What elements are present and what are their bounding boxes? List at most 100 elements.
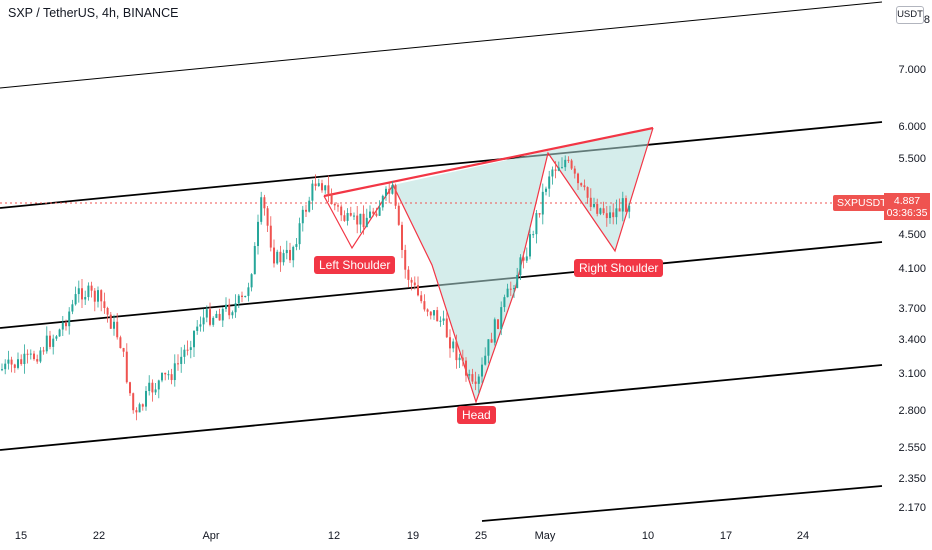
candle-body [55,336,58,339]
candle-body [87,285,90,298]
candle-body [65,322,67,327]
candle-body [577,173,579,184]
candle-body [298,223,301,245]
candle-body [570,160,573,169]
candle-body [4,363,7,370]
candle-body [497,319,499,329]
candle-body [449,337,451,349]
candle-body [343,215,346,221]
candle-body [468,374,471,376]
candle-body [445,318,448,338]
candle-body [388,188,391,194]
x-tick: 15 [14,530,28,542]
candle-body [193,330,195,348]
candle-body [532,234,535,236]
candle-body [327,185,330,194]
candle-body [426,309,429,312]
candle-body [545,188,547,192]
candle-body [93,290,96,302]
candle-body [68,311,71,327]
candle-body [113,321,115,329]
current-price: 4.887 [893,195,921,207]
candle-body [154,389,157,393]
candle-body [234,303,237,313]
candle-body [417,285,419,296]
candle-body [625,198,627,212]
currency-button[interactable]: USDT [896,6,924,24]
candle-body [538,213,541,215]
candle-body [311,183,314,201]
candle-body [628,205,631,212]
y-tick: 4.500 [898,229,926,241]
candle-body [148,382,151,391]
candle-body [97,290,99,302]
candle-body [346,213,349,221]
candle-body [20,359,23,365]
candle-body [503,297,506,308]
candle-body [583,185,586,188]
candle-body [599,208,602,214]
candle-body [276,251,279,264]
candle-body [257,221,259,247]
candle-body [45,335,48,352]
candle-body [209,309,211,325]
y-tick: 2.170 [898,502,926,514]
candle-body [122,348,125,352]
candle-body [199,324,202,327]
x-tick: 22 [92,530,106,542]
candle-body [551,169,554,177]
y-tick: 7.000 [898,64,926,76]
candle-body [1,369,3,371]
candle-body [189,347,192,350]
candle-body [225,304,227,309]
candle-body [596,204,599,214]
candle-body [244,295,247,298]
candle-body [135,410,138,413]
candle-body [516,274,519,289]
candle-body [404,249,407,270]
y-tick: 2.350 [898,473,926,485]
candle-body [407,269,410,280]
candle-body [74,294,77,305]
candle-body [289,249,291,261]
candle-body [247,287,250,296]
candle-body [471,374,474,382]
head-label: Head [457,406,496,424]
x-tick: 24 [796,530,810,542]
candle-body [314,183,317,187]
y-tick: 6.000 [898,121,926,133]
candle-body [7,359,10,364]
candle-body [509,288,512,290]
candle-body [378,207,381,216]
candle-body [397,205,400,225]
candle-body [490,339,493,343]
candle-body [237,295,240,304]
candle-body [17,359,19,368]
candle-body [487,339,490,356]
candle-body [612,212,615,218]
candle-body [477,376,480,384]
candle-body [212,317,215,325]
candle-body [103,301,106,309]
candle-body [391,185,394,194]
candle-body [109,314,112,329]
current-price-tag: 4.887 03:36:35 [884,193,930,220]
candle-body [615,208,618,218]
y-tick: 8 [923,14,930,26]
candle-body [116,321,119,338]
candle-body [465,360,467,376]
candle-body [567,159,570,161]
candle-body [138,404,141,413]
candle-body [385,188,387,196]
candle-body [484,355,487,365]
candle-body [602,208,605,214]
candle-body [141,404,144,407]
candle-body [161,372,163,381]
price-axis[interactable]: USDT 8 7.000 6.000 5.500 4.500 4.100 3.7… [882,0,932,550]
chart-title: SXP / TetherUS, 4h, BINANCE [8,6,179,20]
candle-body [58,329,61,337]
y-tick: 3.400 [898,334,926,346]
y-tick: 2.550 [898,442,926,454]
x-tick: May [534,530,556,542]
